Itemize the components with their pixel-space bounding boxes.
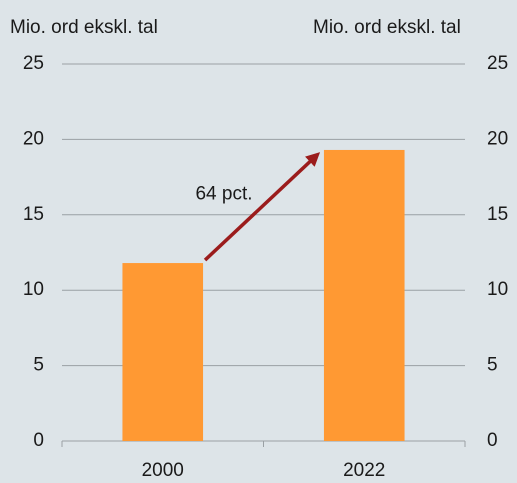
bar [323, 149, 405, 441]
y2-axis-label: Mio. ord ekskl. tal [313, 17, 461, 38]
annotation-arrow [203, 152, 321, 262]
y-tick-label: 10 [23, 279, 44, 300]
y2-tick-label: 15 [487, 204, 508, 225]
y-tick-label: 15 [23, 204, 44, 225]
y-tick-label: 0 [33, 430, 44, 451]
bar [122, 263, 204, 441]
y-tick-label: 5 [33, 355, 44, 376]
y-tick-label: 20 [23, 128, 44, 149]
y2-tick-label: 0 [487, 430, 498, 451]
y-tick-label: 25 [23, 53, 44, 74]
y2-tick-label: 25 [487, 53, 508, 74]
x-tick-label: 2022 [343, 460, 385, 481]
y-axis-label: Mio. ord ekskl. tal [10, 17, 158, 38]
x-tick-label: 2000 [142, 460, 184, 481]
y2-tick-label: 10 [487, 279, 508, 300]
y2-tick-label: 20 [487, 128, 508, 149]
annotation: 64 pct. [195, 184, 252, 205]
y2-tick-label: 5 [487, 355, 498, 376]
